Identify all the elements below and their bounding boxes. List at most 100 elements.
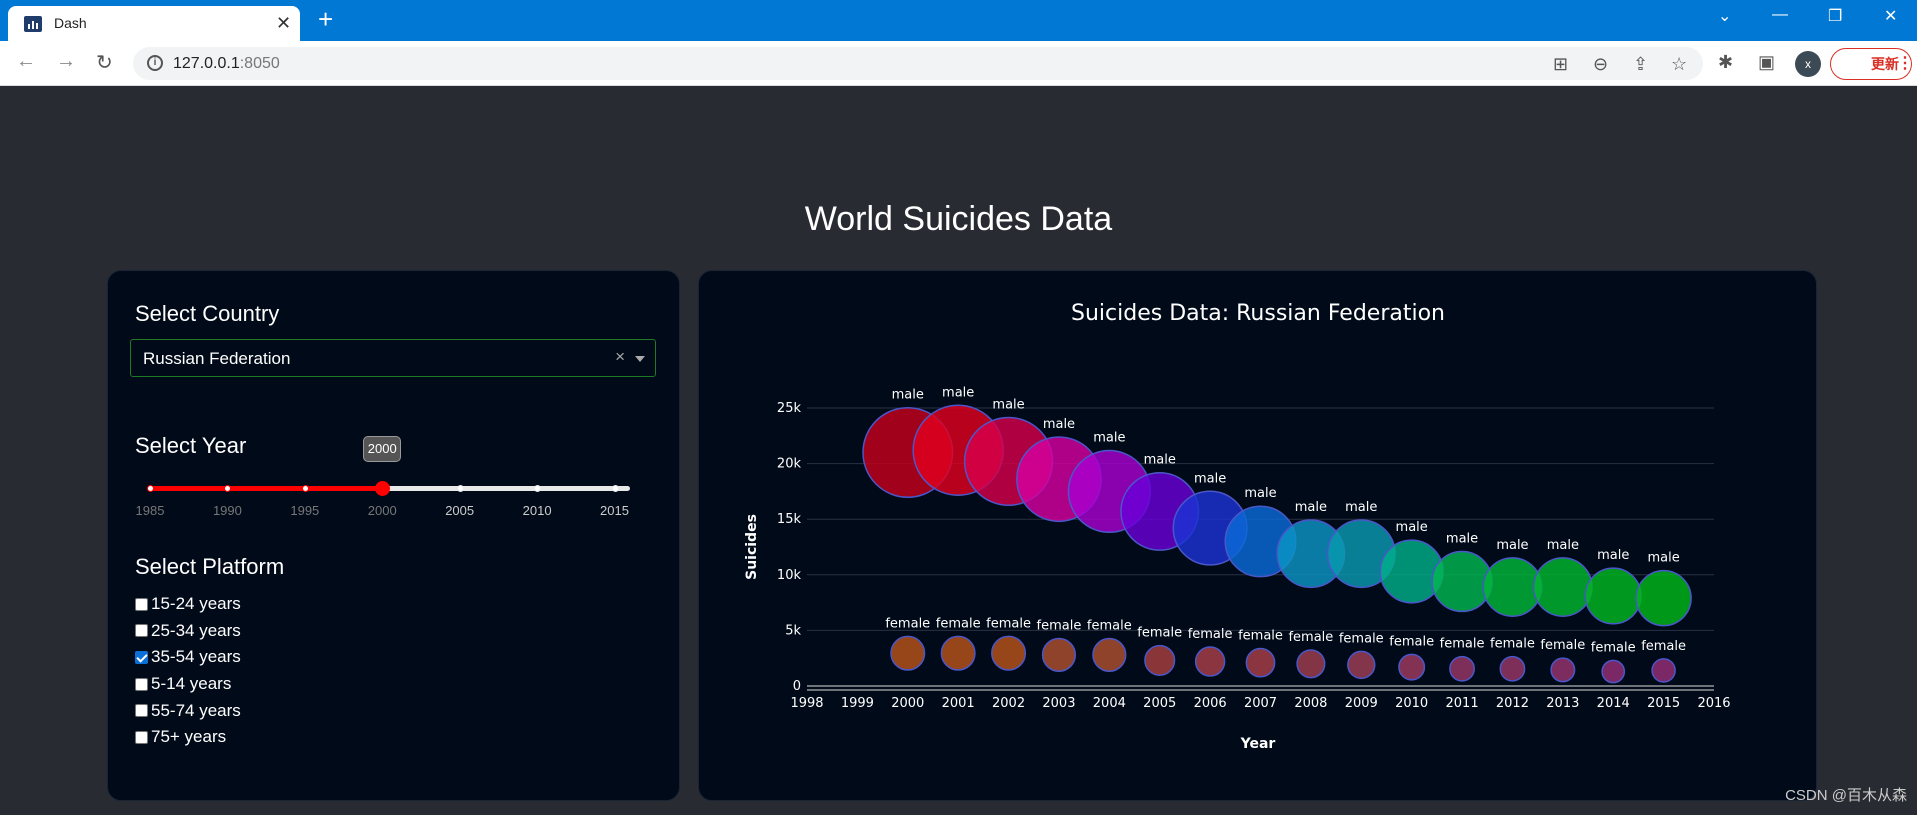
slider-mark-label[interactable]: 2000 <box>367 503 397 518</box>
slider-mark-label[interactable]: 2010 <box>522 503 552 518</box>
slider-mark-label[interactable]: 2015 <box>600 503 629 518</box>
x-axis-title: Year <box>1240 736 1276 752</box>
checkbox[interactable] <box>135 624 148 638</box>
country-value: Russian Federation <box>143 349 291 368</box>
female-point-label: female <box>1591 640 1636 655</box>
x-tick-label: 2012 <box>1496 696 1529 711</box>
chevron-down-icon[interactable] <box>635 356 645 362</box>
x-tick-label: 2014 <box>1597 696 1630 711</box>
female-point-label: female <box>1339 631 1384 646</box>
checkbox[interactable] <box>135 730 148 744</box>
slider-handle[interactable] <box>375 481 391 496</box>
x-tick-label: 2001 <box>942 696 975 711</box>
female-bubble <box>1398 653 1426 681</box>
platform-option[interactable]: 75+ years <box>135 724 241 751</box>
translate-icon[interactable]: ⊞ <box>1553 54 1569 74</box>
back-icon[interactable]: ← <box>16 50 36 72</box>
platform-option-label: 5-14 years <box>151 674 232 694</box>
tab-search-icon[interactable]: ⌄ <box>1718 8 1732 25</box>
male-point-label: male <box>1244 486 1276 501</box>
url-text[interactable]: 127.0.0.1:8050 <box>173 55 280 72</box>
slider-dot[interactable] <box>456 485 464 492</box>
tab-title: Dash <box>54 15 87 31</box>
slider-mark-label[interactable]: 2005 <box>445 503 475 518</box>
male-point-label: male <box>1043 417 1075 432</box>
site-info-icon[interactable]: i <box>147 55 163 71</box>
zoom-icon[interactable]: ⊖ <box>1593 54 1609 74</box>
new-tab-icon[interactable]: + <box>318 4 334 34</box>
x-tick-label: 2015 <box>1647 696 1680 711</box>
checkbox[interactable] <box>135 704 148 718</box>
platform-option-label: 25-34 years <box>151 620 241 640</box>
checkbox[interactable] <box>135 597 148 611</box>
female-point-label: female <box>1540 638 1585 653</box>
share-icon[interactable]: ⇪ <box>1633 54 1649 74</box>
female-bubble <box>991 635 1027 671</box>
platform-option[interactable]: 35-54 years <box>135 644 241 671</box>
female-point-label: female <box>1490 637 1535 652</box>
close-window-icon[interactable]: ✕ <box>1884 8 1898 25</box>
x-tick-label: 2006 <box>1194 696 1227 711</box>
platform-checklist: 15-24 years 25-34 years 35-54 years 5-14 ye… <box>135 591 241 751</box>
chart-panel: Suicides Data: Russian Federation 0 5k 10k 1… <box>698 270 1817 801</box>
female-bubble <box>1144 644 1176 676</box>
close-tab-icon[interactable]: ✕ <box>276 13 292 33</box>
slider-dot[interactable] <box>301 485 309 492</box>
female-point-label: female <box>1641 639 1686 654</box>
female-point-label: female <box>1440 637 1485 652</box>
slider-track <box>150 486 383 491</box>
checkbox[interactable] <box>135 650 148 664</box>
y-tick-label: 0 <box>793 679 801 694</box>
slider-dot[interactable] <box>534 485 542 492</box>
slider-mark-label[interactable]: 1990 <box>212 503 242 518</box>
slider-dot[interactable] <box>224 485 232 492</box>
platform-option[interactable]: 15-24 years <box>135 591 241 618</box>
female-bubble <box>1449 655 1475 682</box>
country-dropdown[interactable]: Russian Federation × <box>130 339 656 377</box>
reload-icon[interactable]: ↻ <box>96 52 113 74</box>
female-point-label: female <box>986 616 1031 631</box>
female-bubble <box>1296 649 1326 679</box>
slider-dot[interactable] <box>611 485 619 492</box>
female-bubble <box>1651 658 1676 683</box>
y-tick-label: 5k <box>785 623 801 638</box>
browser-tab-bar: Dash ✕ + ⌄ — ❐ ✕ <box>0 0 1917 41</box>
minimize-icon[interactable]: — <box>1772 6 1788 23</box>
address-bar[interactable]: i 127.0.0.1:8050 ⊞ ⊖ ⇪ ☆ <box>133 47 1703 80</box>
female-bubble <box>1041 637 1077 672</box>
platform-option[interactable]: 25-34 years <box>135 618 241 645</box>
x-tick-label: 2004 <box>1093 696 1126 711</box>
clear-icon[interactable]: × <box>615 347 625 366</box>
profile-avatar[interactable]: x <box>1795 51 1821 77</box>
slider-mark-label[interactable]: 1995 <box>290 503 320 518</box>
y-tick-label: 15k <box>777 512 802 527</box>
side-panel-icon[interactable]: ▣ <box>1758 52 1776 72</box>
extensions-icon[interactable]: ✱ <box>1718 52 1734 72</box>
restore-icon[interactable]: ❐ <box>1828 8 1843 25</box>
male-point-label: male <box>1295 500 1327 515</box>
female-point-label: female <box>1137 626 1182 641</box>
male-point-label: male <box>1093 431 1125 446</box>
bookmark-star-icon[interactable]: ☆ <box>1671 54 1688 74</box>
year-slider[interactable]: 1985 1990 1995 2000 2005 2010 2015 2000 <box>136 436 630 521</box>
y-tick-label: 25k <box>777 401 802 416</box>
update-button[interactable]: 更新 ⋮ <box>1830 48 1913 80</box>
checkbox[interactable] <box>135 677 148 691</box>
platform-option[interactable]: 5-14 years <box>135 671 241 698</box>
browser-toolbar: ← → ↻ i 127.0.0.1:8050 ⊞ ⊖ ⇪ ☆ ✱ ▣ x 更新 ⋮ <box>0 41 1917 86</box>
slider-mark-label[interactable]: 1985 <box>135 503 165 518</box>
y-tick-label: 20k <box>777 457 802 472</box>
slider-dot[interactable] <box>147 485 154 492</box>
dash-favicon-icon <box>24 16 42 32</box>
female-point-label: female <box>1087 619 1132 634</box>
male-point-label: male <box>1647 551 1679 566</box>
browser-tab[interactable]: Dash ✕ <box>8 6 300 41</box>
x-tick-label: 1998 <box>790 696 823 711</box>
suicides-bubble-chart: Suicides Data: Russian Federation 0 5k 10k 1… <box>744 301 1731 752</box>
platform-option[interactable]: 55-74 years <box>135 697 241 724</box>
forward-icon[interactable]: → <box>56 50 76 72</box>
x-tick-label: 2016 <box>1697 696 1730 711</box>
male-point-label: male <box>1597 548 1629 563</box>
x-tick-label: 2007 <box>1244 696 1277 711</box>
male-point-label: male <box>1345 500 1377 515</box>
